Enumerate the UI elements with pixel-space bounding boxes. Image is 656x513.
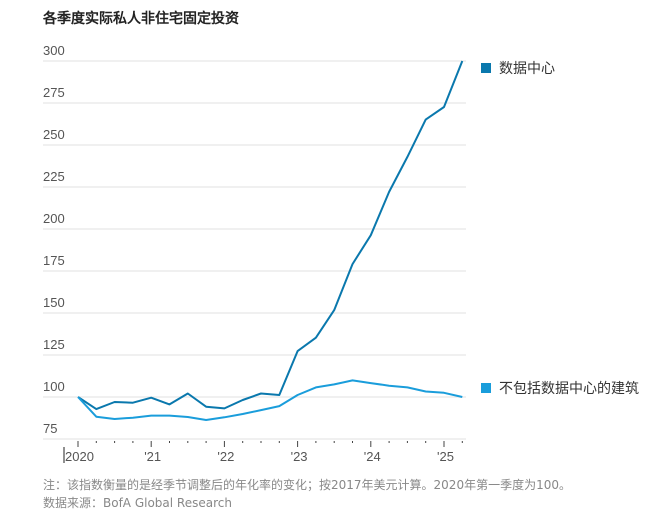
y-tick-label: 225 — [43, 169, 65, 184]
y-tick-label: 100 — [43, 379, 65, 394]
y-tick-label: 300 — [43, 43, 65, 58]
x-tick-label: '21 — [144, 449, 161, 464]
series-line-0 — [77, 60, 464, 411]
legend-label: 不包括数据中心的建筑 — [499, 381, 639, 397]
x-tick-label: '25 — [437, 449, 454, 464]
chart-title: 各季度实际私人非住宅固定投资 — [43, 11, 239, 27]
y-tick-label: 275 — [43, 85, 65, 100]
y-tick-label: 75 — [43, 421, 57, 436]
x-tick-label: 2020 — [65, 449, 94, 464]
series-line-1 — [77, 379, 463, 421]
y-tick-label: 175 — [43, 253, 65, 268]
x-tick-label: '22 — [217, 449, 234, 464]
legend-swatch — [481, 383, 491, 393]
footnote: 注：该指数衡量的是经季节调整后的年化率的变化；按2017年美元计算。2020年第… — [43, 478, 571, 492]
legend-swatch — [481, 63, 491, 73]
y-tick-label: 200 — [43, 211, 65, 226]
y-tick-label: 150 — [43, 295, 65, 310]
legend-label: 数据中心 — [499, 61, 555, 77]
x-tick-label: '23 — [291, 449, 308, 464]
source-note: 数据来源：BofA Global Research — [43, 496, 232, 510]
x-tick-label: '24 — [364, 449, 381, 464]
y-tick-label: 125 — [43, 337, 65, 352]
y-tick-label: 250 — [43, 127, 65, 142]
